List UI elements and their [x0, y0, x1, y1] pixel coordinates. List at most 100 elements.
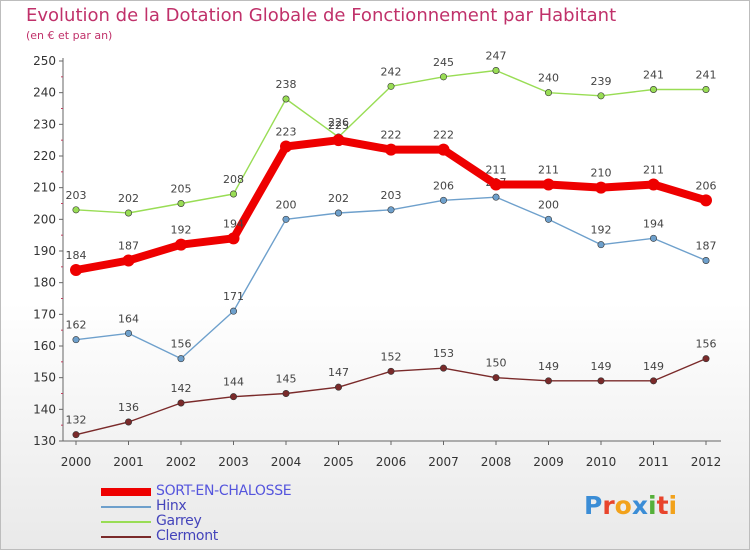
data-point	[282, 95, 290, 103]
data-label: 240	[538, 72, 559, 85]
data-label: 211	[486, 164, 507, 177]
data-label: 150	[486, 357, 507, 370]
logo-letter: i	[648, 491, 657, 520]
data-point	[439, 196, 447, 204]
data-point	[387, 82, 395, 90]
data-point	[597, 241, 605, 249]
legend-label: Clermont	[156, 528, 218, 544]
x-tick-label: 2011	[638, 455, 669, 469]
data-point	[282, 389, 290, 397]
data-label: 202	[328, 192, 349, 205]
data-label: 136	[118, 401, 139, 414]
data-point	[544, 215, 552, 223]
data-label: 132	[66, 414, 87, 427]
data-label: 145	[276, 373, 297, 386]
y-tick-label: 150	[33, 371, 56, 385]
proxiti-logo: Proxiti	[584, 491, 677, 520]
logo-letter: o	[614, 491, 632, 520]
data-label: 210	[591, 167, 612, 180]
x-tick-label: 2000	[61, 455, 92, 469]
logo-letter: P	[584, 491, 603, 520]
data-point	[437, 143, 450, 156]
data-label: 194	[643, 217, 664, 230]
data-point	[334, 209, 342, 217]
data-label: 164	[118, 312, 139, 325]
data-label: 149	[591, 360, 612, 373]
y-tick-label: 140	[33, 402, 56, 416]
data-label: 223	[276, 126, 297, 139]
data-label: 203	[381, 189, 402, 202]
x-tick-label: 2004	[271, 455, 302, 469]
data-point	[649, 86, 657, 94]
series-line-hinx	[75, 196, 707, 360]
data-point	[649, 234, 657, 242]
data-label: 206	[696, 179, 717, 192]
logo-letter: t	[656, 491, 669, 520]
chart-subtitle: (en € et par an)	[26, 29, 113, 42]
y-tick-label: 220	[33, 149, 56, 163]
data-label: 225	[328, 119, 349, 132]
data-point	[544, 377, 552, 385]
data-label: 162	[66, 319, 87, 332]
y-tick-label: 130	[33, 434, 56, 448]
data-label: 206	[433, 179, 454, 192]
data-point	[122, 254, 135, 267]
data-label: 149	[643, 360, 664, 373]
data-point	[230, 393, 238, 401]
data-point	[387, 206, 395, 214]
data-point	[334, 383, 342, 391]
legend-swatch	[101, 506, 151, 508]
data-point	[597, 377, 605, 385]
data-point	[595, 181, 607, 194]
logo-letter: x	[631, 491, 648, 520]
data-point	[702, 256, 710, 264]
data-label: 187	[696, 240, 717, 253]
data-label: 247	[486, 50, 507, 63]
data-label: 208	[223, 173, 244, 186]
data-point	[125, 329, 133, 337]
x-tick-label: 2012	[691, 455, 722, 469]
x-tick-label: 2006	[376, 455, 407, 469]
data-label: 192	[171, 224, 192, 237]
legend-swatch	[101, 521, 151, 523]
data-point	[177, 355, 185, 363]
x-tick-label: 2001	[113, 455, 144, 469]
data-label: 242	[381, 65, 402, 78]
data-point	[282, 215, 290, 223]
legend-swatch	[101, 488, 151, 496]
y-tick-label: 180	[33, 276, 56, 290]
chart-title: Evolution de la Dotation Globale de Fonc…	[26, 5, 617, 26]
data-point	[387, 367, 395, 375]
data-point	[649, 377, 657, 385]
y-tick-label: 200	[33, 212, 56, 226]
data-point	[175, 238, 187, 251]
data-label: 211	[643, 164, 664, 177]
data-point	[280, 140, 292, 153]
logo-letter: i	[668, 491, 678, 520]
logo-letter: r	[602, 491, 615, 520]
data-label: 194	[223, 217, 244, 230]
y-tick-label: 240	[33, 86, 56, 100]
data-point	[177, 399, 185, 407]
data-label: 238	[276, 78, 297, 91]
data-label: 211	[538, 164, 559, 177]
data-label: 156	[171, 338, 192, 351]
x-tick-label: 2007	[428, 455, 459, 469]
data-point	[70, 264, 82, 276]
data-label: 245	[433, 56, 454, 69]
data-point	[439, 364, 447, 372]
data-label: 241	[643, 69, 664, 82]
data-label: 171	[223, 290, 244, 303]
data-label: 222	[381, 129, 402, 142]
data-point	[72, 431, 80, 439]
legend-swatch	[101, 536, 151, 538]
y-tick-label: 160	[33, 339, 56, 353]
legend-label: Garrey	[156, 513, 202, 529]
data-label: 226	[328, 116, 349, 129]
data-point	[439, 73, 447, 81]
data-point	[125, 418, 133, 426]
data-label: 144	[223, 376, 244, 389]
data-label: 239	[591, 75, 612, 88]
y-tick-label: 190	[33, 244, 56, 258]
data-point	[492, 67, 500, 75]
